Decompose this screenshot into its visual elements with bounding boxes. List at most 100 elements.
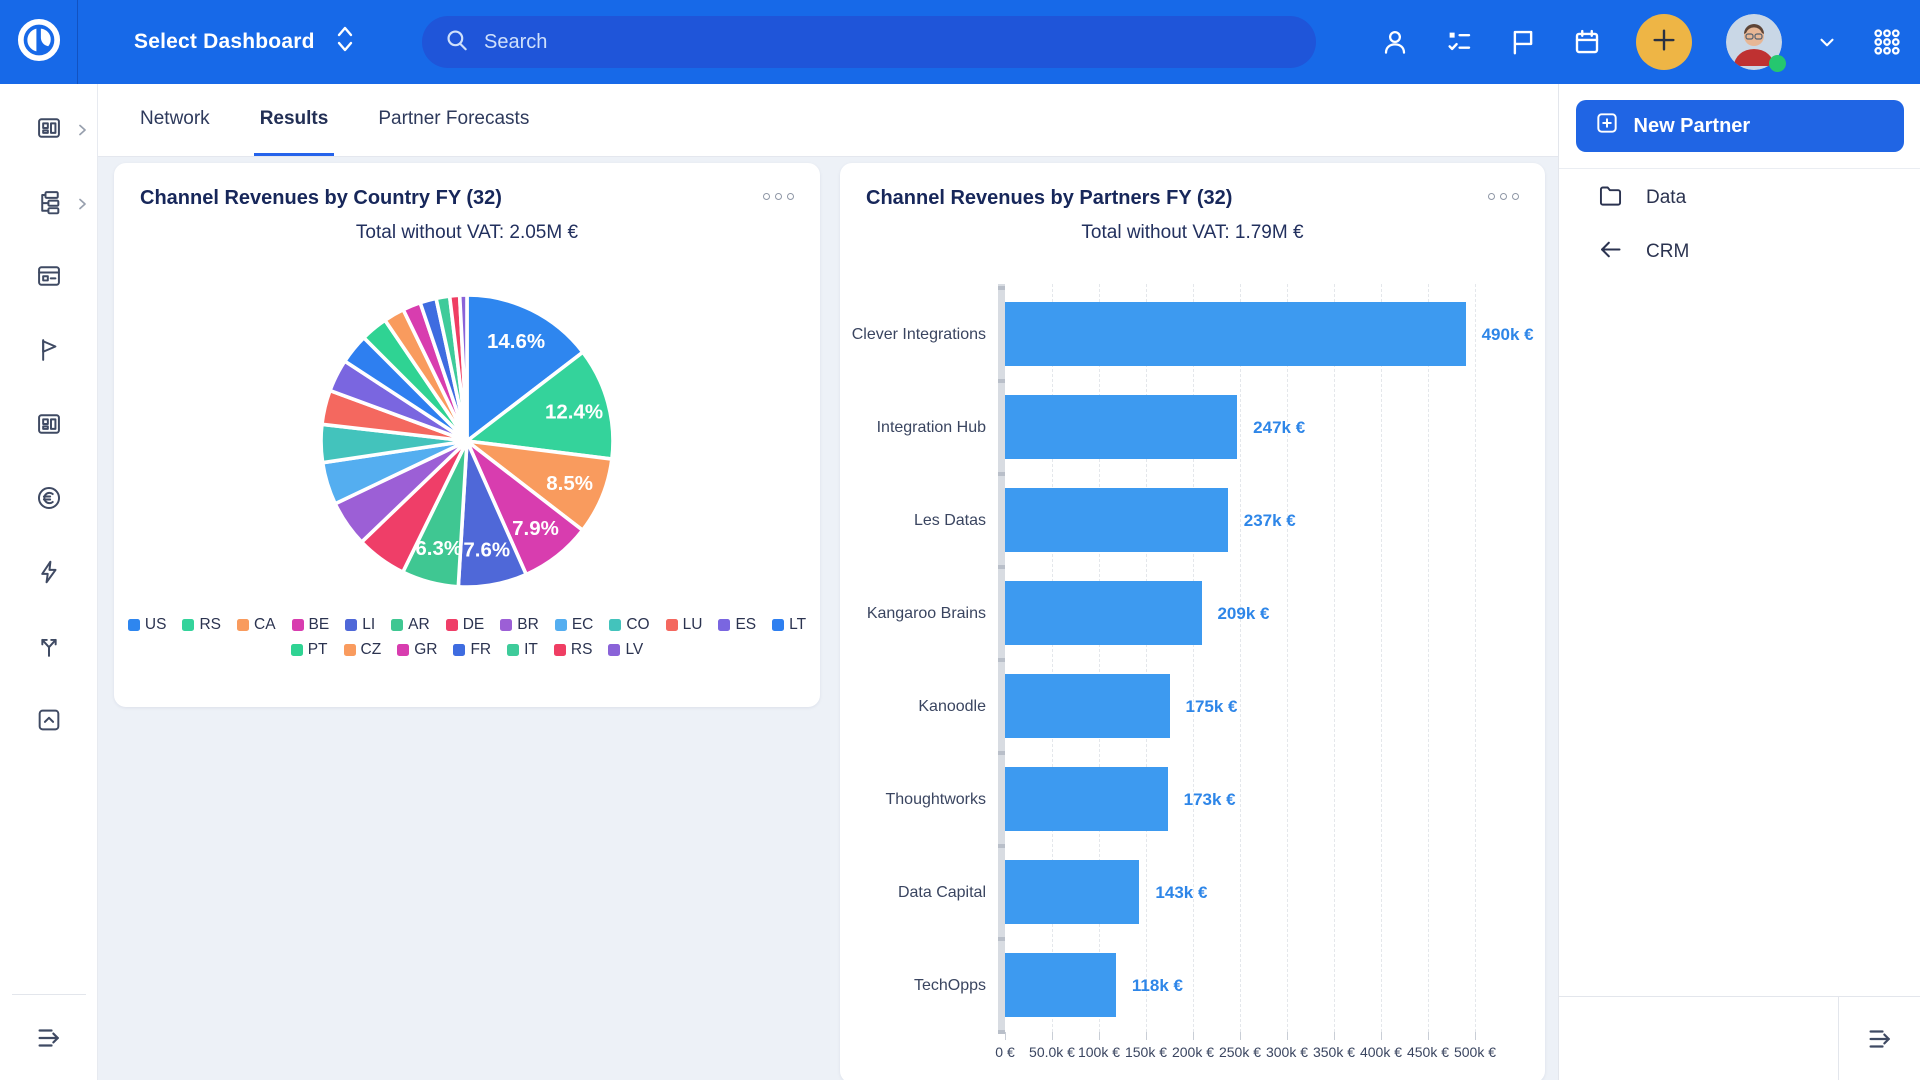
legend-label: EC bbox=[571, 616, 594, 633]
legend-item-ca[interactable]: CA bbox=[237, 616, 276, 634]
tab-network[interactable]: Network bbox=[140, 107, 210, 129]
pie-slice-us[interactable] bbox=[465, 293, 585, 443]
legend-item-it[interactable]: IT bbox=[507, 641, 538, 659]
legend-swatch bbox=[182, 619, 195, 631]
x-tick-mark bbox=[1193, 1032, 1194, 1040]
search-input[interactable] bbox=[484, 30, 1294, 54]
legend-item-li[interactable]: LI bbox=[345, 616, 375, 634]
person-icon[interactable] bbox=[1380, 27, 1410, 57]
bar-value-label: 175k € bbox=[1185, 696, 1238, 716]
collapse-sidebar-icon[interactable] bbox=[0, 995, 97, 1080]
app-logo[interactable] bbox=[0, 0, 78, 84]
right-panel-footer bbox=[1559, 996, 1920, 1080]
card-title: Channel Revenues by Country FY (32) bbox=[140, 187, 502, 209]
x-tick-mark bbox=[1240, 1032, 1241, 1040]
new-partner-button[interactable]: New Partner bbox=[1575, 100, 1904, 152]
add-button[interactable] bbox=[1636, 14, 1692, 70]
legend-item-rs[interactable]: RS bbox=[553, 641, 592, 659]
grid-dots-icon[interactable] bbox=[1872, 27, 1902, 57]
bar-clever-integrations[interactable] bbox=[1005, 302, 1466, 366]
axis-notch bbox=[998, 565, 1005, 569]
tasks-icon[interactable] bbox=[1444, 27, 1474, 57]
panel-item-crm[interactable]: CRM bbox=[1559, 227, 1920, 277]
bar-kangaroo-brains[interactable] bbox=[1005, 581, 1202, 645]
card-subtitle: Total without VAT: 2.05M € bbox=[355, 222, 579, 243]
card-menu-icon[interactable] bbox=[1488, 187, 1519, 200]
bar-techopps[interactable] bbox=[1005, 953, 1116, 1017]
legend-swatch bbox=[608, 644, 621, 656]
pennant-icon[interactable] bbox=[35, 336, 63, 364]
left-sidebar bbox=[0, 84, 98, 1080]
x-tick-mark bbox=[1334, 1032, 1335, 1040]
x-tick-label: 450k € bbox=[1406, 1044, 1450, 1060]
panels-icon[interactable] bbox=[35, 410, 63, 438]
bar-thoughtworks[interactable] bbox=[1005, 767, 1168, 831]
legend-item-gr[interactable]: GR bbox=[397, 641, 437, 659]
axis-notch bbox=[998, 658, 1005, 662]
legend-item-us[interactable]: US bbox=[127, 616, 166, 634]
lightning-icon[interactable] bbox=[35, 558, 63, 586]
plus-icon bbox=[1649, 25, 1679, 60]
legend-item-lv[interactable]: LV bbox=[608, 641, 643, 659]
dashboard-icon[interactable] bbox=[35, 114, 86, 142]
legend-item-lu[interactable]: LU bbox=[665, 616, 703, 634]
search-bar[interactable] bbox=[422, 16, 1316, 68]
bar-integration-hub[interactable] bbox=[1005, 395, 1238, 459]
legend-item-fr[interactable]: FR bbox=[453, 641, 491, 659]
legend-item-ec[interactable]: EC bbox=[554, 616, 594, 634]
bar-category-label: Thoughtworks bbox=[885, 790, 987, 808]
panel-item-data[interactable]: Data bbox=[1559, 173, 1920, 223]
legend-item-pt[interactable]: PT bbox=[290, 641, 328, 659]
chevron-expand-icon bbox=[333, 23, 357, 61]
legend-item-be[interactable]: BE bbox=[291, 616, 329, 634]
axis-notch bbox=[998, 286, 1005, 290]
pie-slice-rs[interactable] bbox=[465, 350, 615, 461]
legend-label: FR bbox=[470, 641, 492, 658]
axis-notch bbox=[998, 379, 1005, 383]
bar-kanoodle[interactable] bbox=[1005, 674, 1170, 738]
main-content: Channel Revenues by Country FY (32) Tota… bbox=[98, 157, 1558, 1080]
bar-row: Data Capital 143k € bbox=[898, 846, 1475, 939]
x-tick-label: 300k € bbox=[1265, 1044, 1309, 1060]
legend-item-rs[interactable]: RS bbox=[182, 616, 221, 634]
legend-item-ar[interactable]: AR bbox=[391, 616, 430, 634]
x-tick-label: 350k € bbox=[1312, 1044, 1356, 1060]
bar-row: Kangaroo Brains 209k € bbox=[867, 567, 1475, 660]
legend-swatch bbox=[507, 644, 520, 656]
legend-item-lt[interactable]: LT bbox=[772, 616, 806, 634]
card-menu-icon[interactable] bbox=[763, 187, 794, 200]
avatar[interactable] bbox=[1726, 14, 1786, 72]
dashboard-selector[interactable]: Select Dashboard bbox=[134, 23, 357, 61]
tab-partner-forecasts[interactable]: Partner Forecasts bbox=[378, 107, 530, 129]
chevron-down-icon[interactable] bbox=[1816, 27, 1838, 57]
calendar-icon[interactable] bbox=[1572, 27, 1602, 57]
legend-label: LU bbox=[682, 616, 703, 633]
x-tick-label: 500k € bbox=[1453, 1044, 1497, 1060]
branch-icon[interactable] bbox=[35, 632, 63, 660]
euro-icon[interactable] bbox=[35, 484, 63, 512]
online-status-badge bbox=[1769, 55, 1786, 72]
legend-item-es[interactable]: ES bbox=[718, 616, 756, 634]
box-arrow-up-icon[interactable] bbox=[35, 706, 63, 734]
tab-results[interactable]: Results bbox=[253, 84, 335, 156]
collapse-panel-icon[interactable] bbox=[1838, 997, 1920, 1080]
pie-slice-lv[interactable] bbox=[457, 293, 469, 443]
legend-swatch bbox=[609, 619, 622, 631]
legend-item-cz[interactable]: CZ bbox=[343, 641, 381, 659]
hierarchy-icon[interactable] bbox=[35, 188, 86, 216]
bar-value-label: 237k € bbox=[1243, 510, 1296, 530]
bar-data-capital[interactable] bbox=[1005, 860, 1140, 924]
bar-row: Clever Integrations 490k € bbox=[852, 288, 1534, 381]
legend-item-br[interactable]: BR bbox=[500, 616, 539, 634]
flag-banner-icon[interactable] bbox=[1508, 27, 1538, 57]
legend-item-co[interactable]: CO bbox=[609, 616, 650, 634]
legend-item-de[interactable]: DE bbox=[445, 616, 484, 634]
axis-notch bbox=[998, 751, 1005, 755]
legend-swatch bbox=[290, 644, 303, 656]
x-tick-mark bbox=[1475, 1032, 1476, 1040]
bar-les-datas[interactable] bbox=[1005, 488, 1228, 552]
x-tick-mark bbox=[1099, 1032, 1100, 1040]
window-icon[interactable] bbox=[35, 262, 63, 290]
bar-value-label: 173k € bbox=[1183, 789, 1236, 809]
sidebar-divider bbox=[11, 994, 86, 995]
